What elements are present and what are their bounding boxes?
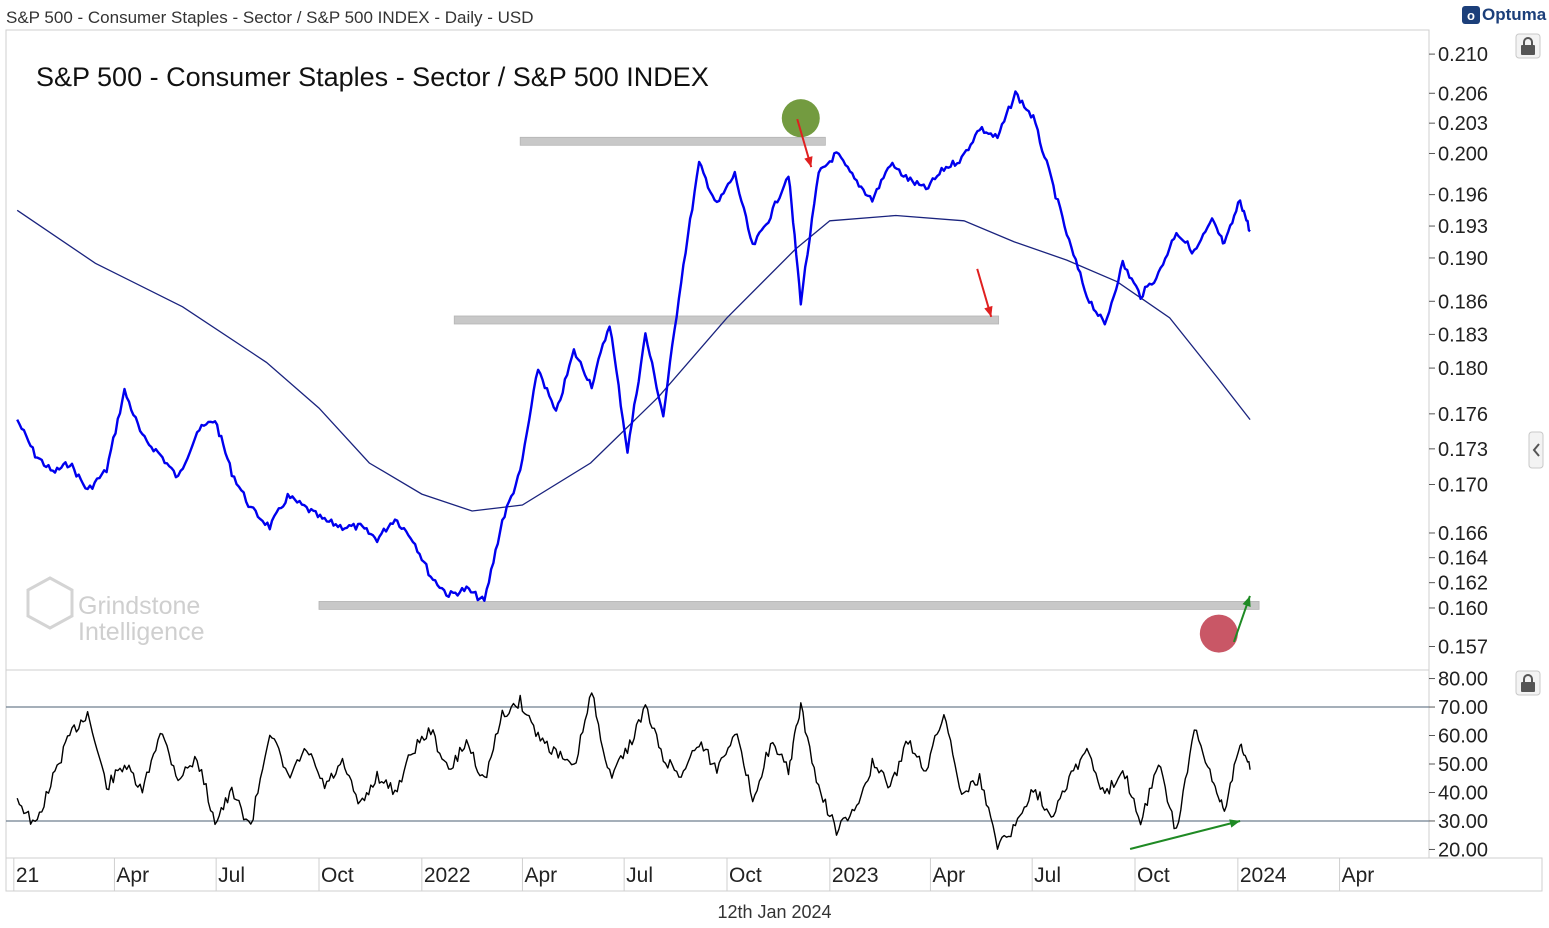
x-tick-label: Oct (729, 864, 762, 887)
x-tick-label: Oct (321, 864, 354, 887)
watermark: Grindstone Intelligence (26, 576, 204, 646)
x-tick-label: Jul (1034, 864, 1061, 887)
y-tick-label: 0.193 (1438, 216, 1488, 238)
y-tick-label: 0.210 (1438, 44, 1488, 66)
y-tick-label: 0.157 (1438, 637, 1488, 659)
lock-icon[interactable] (1515, 33, 1541, 59)
brand-logo: o Optuma (1462, 5, 1546, 25)
y-tick-label: 0.164 (1438, 548, 1488, 570)
watermark-line2: Intelligence (78, 618, 204, 646)
green-circle-marker (781, 99, 820, 138)
y-tick-label: 0.203 (1438, 113, 1488, 135)
rsi-y-tick-label: 50.00 (1438, 754, 1488, 776)
watermark-hex-icon (26, 576, 74, 630)
price-pane-title: S&P 500 - Consumer Staples - Sector / S&… (36, 62, 709, 92)
footer-date: 12th Jan 2024 (717, 902, 832, 922)
y-tick-label: 0.176 (1438, 404, 1488, 426)
x-tick-label: 2023 (832, 864, 879, 887)
brand-name: Optuma (1482, 5, 1547, 24)
y-tick-label: 0.160 (1438, 598, 1488, 620)
support-level-band (453, 315, 1000, 325)
rsi-line (16, 692, 1251, 850)
brand-mark-icon: o (1462, 6, 1480, 24)
window-title: S&P 500 - Consumer Staples - Sector / S&… (6, 8, 534, 27)
y-tick-label: 0.186 (1438, 291, 1488, 313)
x-tick-label: Apr (116, 864, 149, 887)
y-tick-label: 0.183 (1438, 324, 1488, 346)
y-tick-label: 0.162 (1438, 573, 1488, 595)
rsi-y-tick-label: 30.00 (1438, 811, 1488, 833)
x-tick-label: 2022 (424, 864, 471, 887)
x-tick-label: 2024 (1240, 864, 1287, 887)
x-tick-label: Oct (1137, 864, 1170, 887)
x-tick-label: Apr (1342, 864, 1375, 887)
down-arrow-marker-head (984, 305, 993, 317)
support-level-band (318, 601, 1260, 610)
up-arrow-marker-head (1242, 595, 1251, 607)
y-tick-label: 0.206 (1438, 83, 1488, 105)
support-level-band (519, 136, 826, 146)
red-circle-marker (1199, 614, 1238, 653)
x-tick-label: 21 (16, 864, 39, 887)
rsi-y-tick-label: 70.00 (1438, 697, 1488, 719)
rsi-y-tick-label: 20.00 (1438, 839, 1488, 861)
x-tick-label: Apr (524, 864, 557, 887)
rsi-pane-frame (5, 669, 1430, 859)
moving-average-line (16, 209, 1251, 512)
rsi-y-tick-label: 40.00 (1438, 782, 1488, 804)
down-arrow-marker-head (804, 156, 813, 168)
x-tick-label: Jul (218, 864, 245, 887)
rsi-up-arrow-marker (1129, 820, 1241, 850)
x-tick-label: Jul (626, 864, 653, 887)
y-tick-label: 0.173 (1438, 439, 1488, 461)
price-ratio-line (16, 90, 1251, 602)
chevron-left-icon[interactable] (1528, 431, 1544, 469)
chart-canvas: Grindstone Intelligence S&P 500 - Consum… (5, 29, 1544, 892)
y-tick-label: 0.166 (1438, 523, 1488, 545)
y-tick-label: 0.170 (1438, 474, 1488, 496)
y-tick-label: 0.190 (1438, 248, 1488, 270)
rsi-up-arrow-marker-head (1229, 819, 1241, 828)
price-pane-frame (5, 29, 1430, 671)
x-tick-label: Apr (932, 864, 965, 887)
time-axis-frame (5, 857, 1543, 892)
y-tick-label: 0.196 (1438, 185, 1488, 207)
rsi-y-tick-label: 60.00 (1438, 726, 1488, 748)
y-tick-label: 0.180 (1438, 358, 1488, 380)
rsi-y-tick-label: 80.00 (1438, 669, 1488, 691)
watermark-line1: Grindstone (78, 592, 200, 620)
y-tick-label: 0.200 (1438, 143, 1488, 165)
lock-icon[interactable] (1515, 670, 1541, 696)
